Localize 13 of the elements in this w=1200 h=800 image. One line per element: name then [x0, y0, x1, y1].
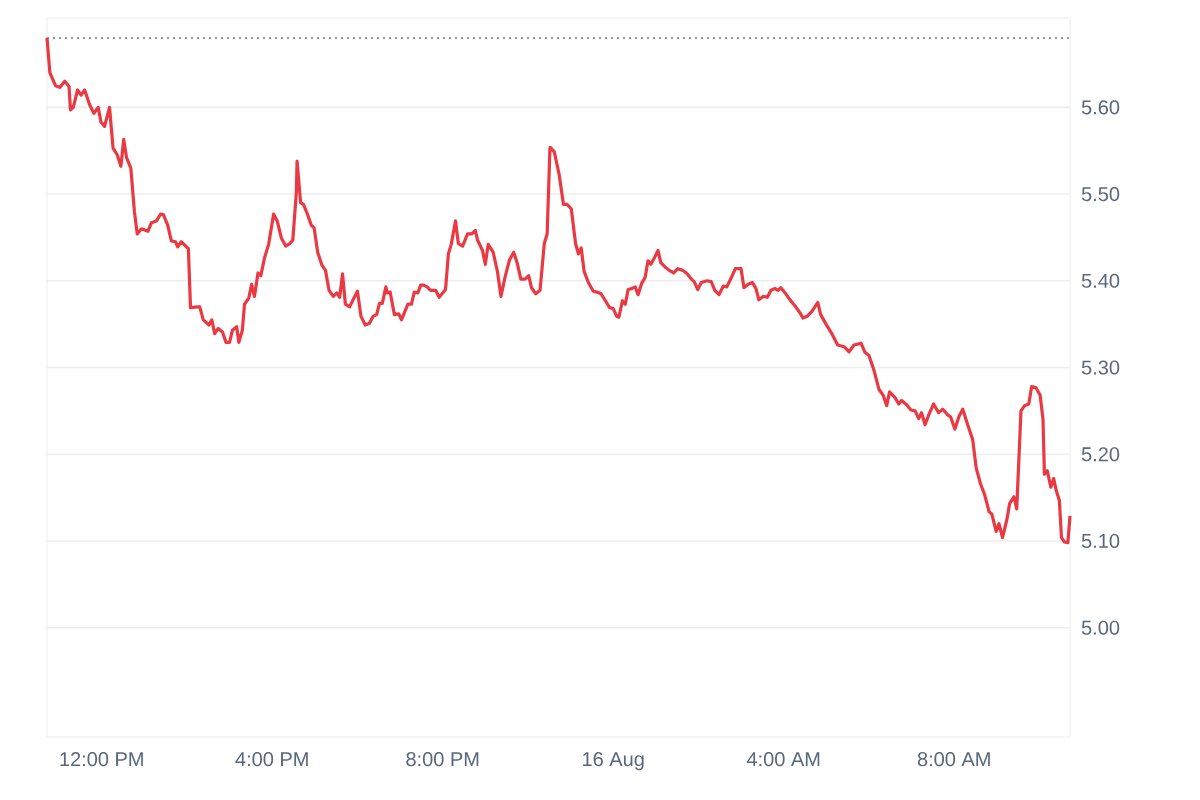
y-tick-label: 5.20 — [1081, 447, 1120, 462]
y-tick-label: 5.30 — [1081, 360, 1120, 375]
x-tick-label: 12:00 PM — [60, 752, 143, 767]
x-tick-label: 8:00 PM — [406, 752, 479, 767]
x-tick-label: 16 Aug — [583, 752, 644, 771]
y-tick-label: 5.60 — [1081, 100, 1120, 115]
y-tick-label: 5.10 — [1081, 533, 1120, 549]
y-tick-label: 5.40 — [1081, 273, 1120, 288]
y-tick-label: 5.00 — [1081, 620, 1120, 635]
x-tick-label: 8:00 AM — [917, 752, 990, 767]
y-tick-label: 5.50 — [1081, 186, 1120, 202]
x-tick-label: 4:00 AM — [746, 752, 820, 767]
x-tick-label: 4:00 PM — [235, 752, 308, 767]
